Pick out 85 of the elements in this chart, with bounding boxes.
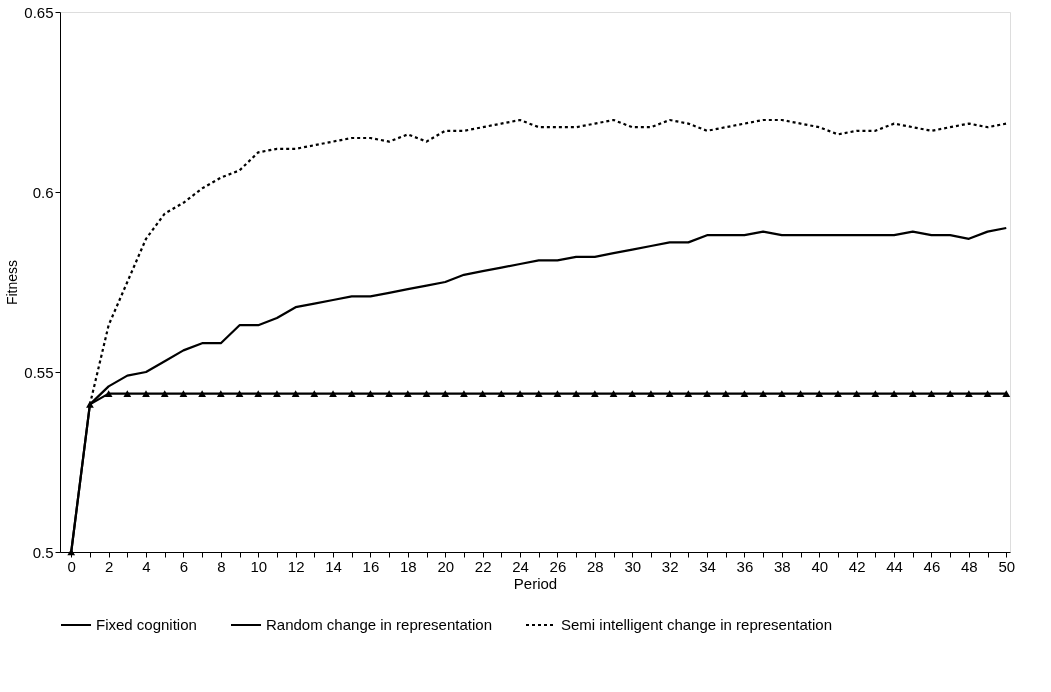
x-tick-label: 26: [549, 557, 567, 575]
point: [777, 390, 786, 397]
point: [478, 390, 487, 397]
x-tick-label: 10: [250, 557, 268, 575]
point: [796, 390, 805, 397]
x-tick-label: 24: [512, 557, 529, 575]
x-tick-label: 44: [886, 557, 903, 575]
point: [628, 390, 637, 397]
x-axis-title: Period: [513, 574, 558, 592]
point: [329, 390, 337, 397]
x-tick-label: 30: [624, 557, 642, 575]
x-tick-label: 16: [362, 557, 380, 575]
x-tick-label: 0: [67, 557, 76, 575]
legend-label: Random change in representation: [266, 616, 492, 633]
point: [609, 390, 618, 397]
point: [497, 390, 506, 397]
point: [946, 390, 955, 397]
point: [235, 390, 244, 397]
point: [590, 390, 599, 397]
point: [665, 390, 674, 397]
point: [273, 390, 281, 397]
x-tick-label: 34: [699, 557, 716, 575]
x-tick-label: 6: [179, 557, 189, 575]
point: [86, 401, 94, 408]
point: [385, 390, 394, 397]
x-tick-label: 38: [774, 557, 791, 575]
point: [703, 390, 711, 397]
x-tick-label: 12: [287, 557, 305, 575]
point: [852, 390, 861, 397]
point: [572, 390, 581, 397]
point: [254, 390, 263, 397]
y-tick-label: 0.55: [24, 363, 54, 381]
x-tick-label: 50: [998, 557, 1016, 575]
point: [142, 390, 150, 397]
point: [890, 390, 898, 397]
point: [216, 390, 225, 397]
x-tick-label: 40: [811, 557, 829, 575]
x-tick-label: 36: [736, 557, 754, 575]
point: [964, 390, 973, 397]
point: [516, 390, 524, 397]
y-tick-label: 0.65: [24, 3, 54, 21]
x-tick-label: 2: [104, 557, 114, 575]
x-tick-label: 14: [325, 557, 342, 575]
point: [160, 390, 169, 397]
legend-label: Fixed cognition: [96, 616, 197, 633]
x-tick-label: 4: [142, 557, 151, 575]
point: [871, 390, 880, 397]
point: [908, 390, 917, 397]
point: [815, 390, 824, 397]
point: [553, 390, 562, 397]
y-tick-label: 0.6: [32, 183, 54, 201]
point: [123, 390, 132, 397]
point: [179, 390, 188, 397]
point: [441, 390, 450, 397]
x-tick-label: 8: [217, 557, 226, 575]
x-tick-label: 48: [961, 557, 978, 575]
point: [983, 390, 992, 397]
point: [347, 390, 356, 397]
x-tick-label: 42: [848, 557, 866, 575]
point: [684, 390, 693, 397]
point: [721, 390, 730, 397]
point: [291, 390, 300, 397]
x-tick-label: 46: [923, 557, 941, 575]
point: [740, 390, 749, 397]
point: [104, 390, 113, 397]
x-tick-label: 20: [437, 557, 455, 575]
x-tick-label: 22: [474, 557, 492, 575]
point: [534, 390, 543, 397]
point: [460, 390, 468, 397]
point: [422, 390, 431, 397]
point: [927, 390, 936, 397]
x-tick-label: 32: [661, 557, 679, 575]
point: [759, 390, 768, 397]
point: [834, 390, 842, 397]
legend-label: Semi intelligent change in representation: [561, 616, 833, 633]
y-axis-title: Fitness: [4, 259, 21, 306]
point: [366, 390, 375, 397]
point: [1002, 390, 1011, 397]
point: [647, 390, 655, 397]
point: [198, 390, 206, 397]
point: [403, 390, 412, 397]
x-tick-label: 18: [399, 557, 417, 575]
y-tick-label: 0.5: [32, 543, 54, 561]
x-tick-label: 28: [587, 557, 604, 575]
point: [310, 390, 319, 397]
